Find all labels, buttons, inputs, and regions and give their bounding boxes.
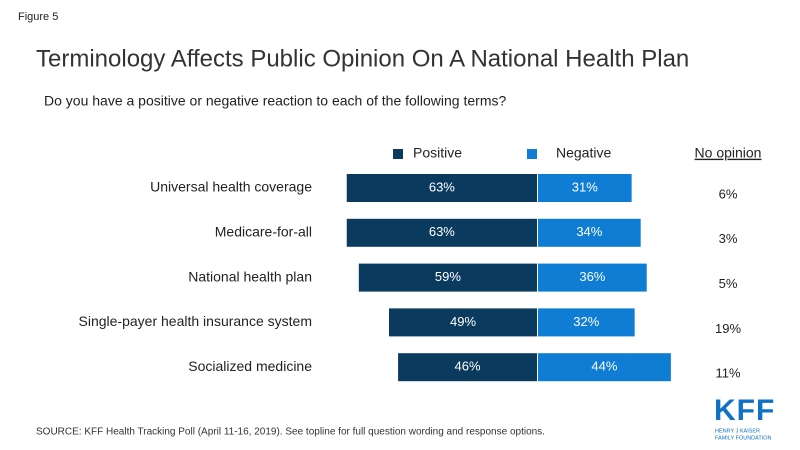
no-opinion-value: 11% — [715, 366, 740, 381]
logo-subtext: FAMILY FOUNDATION — [715, 435, 772, 441]
category-label: Medicare-for-all — [215, 224, 312, 240]
data-label: 63% — [429, 224, 455, 239]
legend-label: Negative — [556, 145, 611, 161]
bar — [538, 263, 647, 292]
legend-swatch — [527, 149, 537, 159]
data-label: 36% — [579, 269, 605, 284]
legend-label: Positive — [413, 145, 462, 161]
logo-text: KFF — [714, 394, 775, 427]
data-label: 63% — [429, 179, 455, 194]
no-opinion-value: 5% — [719, 276, 738, 291]
category-label: Single-payer health insurance system — [79, 313, 312, 329]
chart-title: Terminology Affects Public Opinion On A … — [36, 45, 689, 72]
bar — [389, 308, 537, 337]
bar — [538, 353, 671, 382]
data-label: 46% — [455, 359, 481, 374]
data-label: 59% — [435, 269, 461, 284]
category-label: National health plan — [188, 268, 312, 284]
bar — [358, 263, 537, 292]
data-label: 49% — [450, 314, 476, 329]
category-label: Socialized medicine — [188, 358, 312, 374]
bar — [398, 353, 537, 382]
data-label: 44% — [591, 359, 617, 374]
bar — [538, 308, 635, 337]
no-opinion-value: 6% — [719, 186, 738, 201]
no-opinion-value: 19% — [715, 321, 741, 336]
chart-subtitle: Do you have a positive or negative react… — [44, 93, 506, 109]
bar — [346, 174, 537, 202]
no-opinion-value: 3% — [719, 231, 738, 246]
data-label: 32% — [573, 314, 599, 329]
data-label: 34% — [576, 224, 602, 239]
no-opinion-header: No opinion — [695, 145, 762, 161]
legend-swatch — [393, 149, 403, 159]
bar — [346, 218, 537, 247]
source-note: SOURCE: KFF Health Tracking Poll (April … — [36, 427, 545, 438]
logo-subtext: HENRY J KAISER — [715, 428, 760, 434]
category-label: Universal health coverage — [150, 179, 312, 195]
figure-label: Figure 5 — [18, 11, 58, 23]
data-label: 31% — [572, 179, 598, 194]
bar — [538, 174, 632, 202]
bar — [538, 218, 641, 247]
